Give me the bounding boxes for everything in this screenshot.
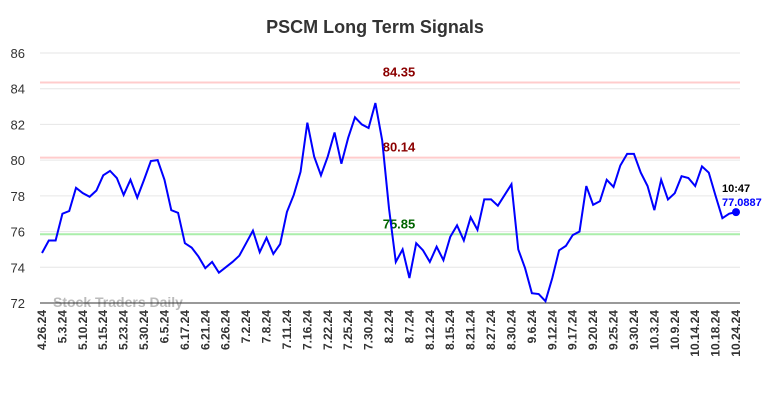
x-tick-label: 7.22.24 bbox=[321, 310, 335, 350]
x-tick-label: 9.25.24 bbox=[607, 310, 621, 350]
x-tick-label: 10.14.24 bbox=[688, 310, 702, 357]
x-tick-label: 7.30.24 bbox=[362, 310, 376, 350]
y-tick-label: 76 bbox=[11, 225, 25, 240]
x-tick-label: 6.17.24 bbox=[178, 310, 192, 350]
last-value-label: 77.0887 bbox=[722, 197, 762, 209]
x-tick-label: 5.3.24 bbox=[55, 310, 69, 344]
signal-label: 80.14 bbox=[383, 140, 416, 155]
x-tick-label: 9.30.24 bbox=[627, 310, 641, 350]
last-time-label: 10:47 bbox=[722, 183, 750, 195]
x-tick-label: 10.9.24 bbox=[668, 310, 682, 350]
chart-title: PSCM Long Term Signals bbox=[266, 17, 484, 37]
y-tick-label: 80 bbox=[11, 153, 25, 168]
y-tick-label: 82 bbox=[11, 117, 25, 132]
x-tick-label: 9.17.24 bbox=[566, 310, 580, 350]
x-tick-label: 10.3.24 bbox=[647, 310, 661, 350]
x-tick-label: 10.24.24 bbox=[729, 310, 743, 357]
x-tick-label: 9.20.24 bbox=[586, 310, 600, 350]
y-tick-label: 72 bbox=[11, 296, 25, 311]
x-tick-label: 5.23.24 bbox=[117, 310, 131, 350]
x-tick-label: 5.10.24 bbox=[76, 310, 90, 350]
x-tick-label: 7.16.24 bbox=[300, 310, 314, 350]
x-tick-label: 8.15.24 bbox=[443, 310, 457, 350]
x-tick-label: 6.5.24 bbox=[157, 310, 171, 344]
x-tick-label: 8.21.24 bbox=[464, 310, 478, 350]
x-tick-label: 8.7.24 bbox=[402, 310, 416, 344]
x-tick-label: 4.26.24 bbox=[35, 310, 49, 350]
x-tick-label: 8.2.24 bbox=[382, 310, 396, 344]
x-tick-label: 5.15.24 bbox=[96, 310, 110, 350]
y-tick-label: 74 bbox=[11, 260, 25, 275]
signal-label: 75.85 bbox=[383, 216, 416, 231]
x-tick-label: 7.25.24 bbox=[341, 310, 355, 350]
x-tick-label: 9.12.24 bbox=[545, 310, 559, 350]
x-tick-label: 7.2.24 bbox=[239, 310, 253, 344]
x-tick-label: 7.8.24 bbox=[260, 310, 274, 344]
x-tick-label: 5.30.24 bbox=[137, 310, 151, 350]
x-tick-label: 7.11.24 bbox=[280, 310, 294, 350]
x-tick-label: 8.27.24 bbox=[484, 310, 498, 350]
x-tick-label: 6.21.24 bbox=[198, 310, 212, 350]
x-tick-label: 8.30.24 bbox=[504, 310, 518, 350]
y-tick-label: 84 bbox=[11, 82, 25, 97]
x-tick-label: 9.6.24 bbox=[525, 310, 539, 344]
x-tick-label: 10.18.24 bbox=[709, 310, 723, 357]
x-tick-label: 8.12.24 bbox=[423, 310, 437, 350]
watermark: Stock Traders Daily bbox=[53, 294, 183, 310]
last-point bbox=[732, 208, 740, 217]
y-tick-label: 78 bbox=[11, 189, 25, 204]
x-tick-label: 6.26.24 bbox=[219, 310, 233, 350]
signal-label: 84.35 bbox=[383, 64, 416, 79]
y-tick-label: 86 bbox=[11, 46, 25, 61]
price-line bbox=[41, 102, 737, 304]
